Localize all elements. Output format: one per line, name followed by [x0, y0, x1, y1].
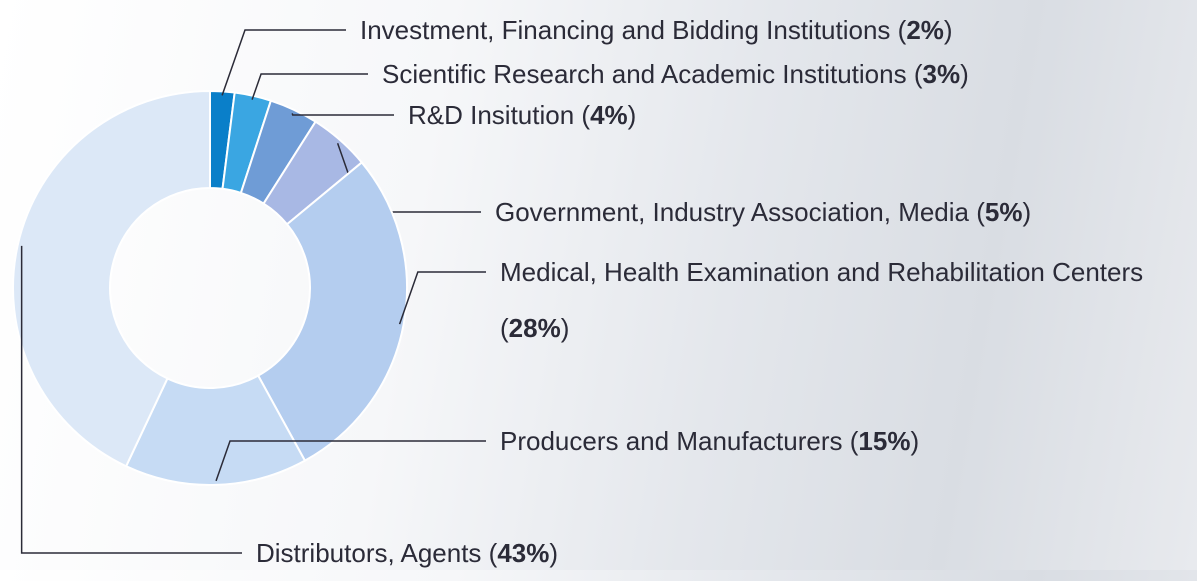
- slice-label: Medical, Health Examination and Rehabili…: [500, 244, 1197, 356]
- category-name: Producers and Manufacturers: [500, 426, 843, 456]
- value-label: 43%: [489, 538, 558, 568]
- value-label: 2%: [898, 15, 953, 45]
- category-name: Government, Industry Association, Media: [495, 197, 970, 227]
- leader-line: [398, 271, 486, 325]
- category-name: R&D Insitution: [408, 100, 575, 130]
- category-name: Investment, Financing and Bidding Instit…: [360, 15, 891, 45]
- category-name: Distributors, Agents: [256, 538, 482, 568]
- slice-label: R&D Insitution 4%: [408, 87, 1197, 143]
- slice-label: Government, Industry Association, Media …: [495, 184, 1195, 240]
- slice-label: Scientific Research and Academic Institu…: [382, 46, 1182, 102]
- value-label: 3%: [914, 59, 969, 89]
- value-label: 15%: [850, 426, 919, 456]
- pie-slice: [256, 161, 408, 462]
- leader-line: [291, 113, 394, 116]
- value-label: 4%: [581, 100, 636, 130]
- leader-line: [221, 29, 346, 96]
- slice-label: Producers and Manufacturers 15%: [500, 413, 1197, 469]
- leader-line: [20, 245, 242, 554]
- slice-label: Distributors, Agents 43%: [256, 525, 956, 581]
- value-label: 28%: [500, 313, 569, 343]
- pie-slice: [12, 89, 211, 468]
- category-name: Medical, Health Examination and Rehabili…: [500, 257, 1144, 287]
- category-name: Scientific Research and Academic Institu…: [382, 59, 907, 89]
- leader-line: [251, 73, 368, 100]
- slice-label: Investment, Financing and Bidding Instit…: [360, 2, 1160, 58]
- leader-line: [215, 440, 486, 482]
- value-label: 5%: [976, 197, 1031, 227]
